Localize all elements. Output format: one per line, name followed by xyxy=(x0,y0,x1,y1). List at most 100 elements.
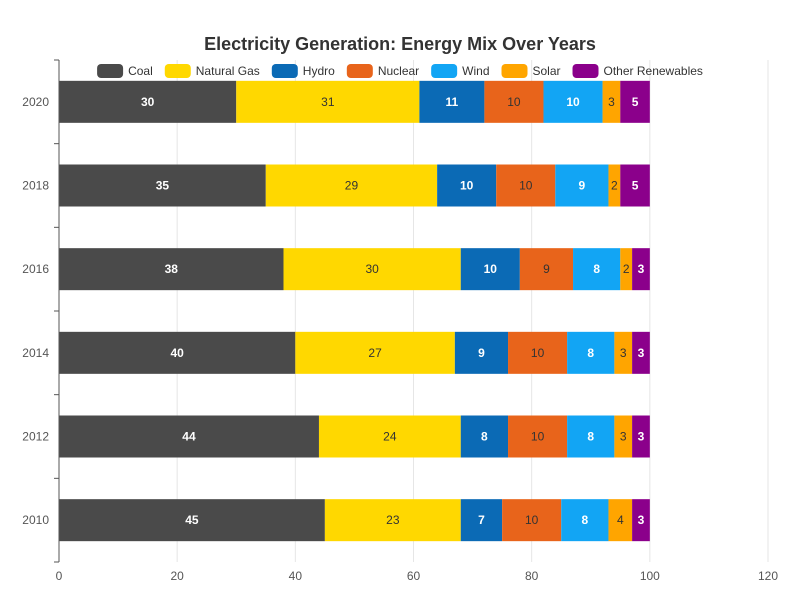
legend-label: Nuclear xyxy=(378,64,419,78)
data-label: 3 xyxy=(620,430,627,444)
bar-segment xyxy=(620,80,650,123)
data-label: 8 xyxy=(593,262,600,276)
legend-item[interactable]: Wind xyxy=(431,64,490,78)
bar-segment xyxy=(519,248,574,291)
legend-item[interactable]: Solar xyxy=(501,64,561,78)
x-tick-label: 120 xyxy=(758,569,778,583)
bar-segment xyxy=(324,499,461,542)
legend-item[interactable]: Hydro xyxy=(271,64,335,78)
data-label: 29 xyxy=(345,179,359,193)
data-label: 31 xyxy=(321,95,335,109)
bar-segment xyxy=(59,164,266,207)
data-label: 3 xyxy=(620,346,627,360)
legend-swatch xyxy=(271,64,298,78)
legend-item[interactable]: Natural Gas xyxy=(164,64,260,78)
bar-segment xyxy=(632,248,650,291)
data-label: 10 xyxy=(484,262,498,276)
bar-segment xyxy=(608,499,633,542)
legend: Coal Natural Gas Hydro Nuclear Wind Solar Othe… xyxy=(97,64,703,78)
data-label: 8 xyxy=(587,346,594,360)
data-label: 3 xyxy=(638,262,645,276)
bar-segment xyxy=(632,331,650,374)
bar-segment xyxy=(602,80,621,123)
bar-segment xyxy=(318,415,461,458)
bar-segment xyxy=(620,164,650,207)
legend-label: Coal xyxy=(128,64,153,78)
data-label: 10 xyxy=(460,179,474,193)
data-label: 9 xyxy=(579,179,586,193)
bar-segment xyxy=(283,248,461,291)
data-label: 2 xyxy=(623,262,630,276)
data-label: 30 xyxy=(365,262,379,276)
data-label: 3 xyxy=(638,346,645,360)
data-label: 35 xyxy=(156,179,170,193)
x-tick-label: 20 xyxy=(170,569,184,583)
x-tick-label: 40 xyxy=(289,569,303,583)
legend-swatch xyxy=(501,64,528,78)
data-label: 24 xyxy=(383,430,397,444)
bar-segment xyxy=(502,499,562,542)
bar-segment xyxy=(59,499,325,542)
bar-segment xyxy=(460,415,509,458)
data-label: 3 xyxy=(638,513,645,527)
legend-item[interactable]: Coal xyxy=(97,64,153,78)
data-label: 44 xyxy=(182,430,196,444)
data-label: 7 xyxy=(478,513,485,527)
bar-segment xyxy=(419,80,485,123)
bar-segment xyxy=(265,164,438,207)
legend-item[interactable]: Nuclear xyxy=(346,64,419,78)
data-label: 10 xyxy=(531,430,545,444)
legend-label: Wind xyxy=(462,64,489,78)
data-label: 3 xyxy=(638,430,645,444)
data-label: 8 xyxy=(481,430,488,444)
bar-segment xyxy=(567,331,615,374)
data-label: 10 xyxy=(507,95,521,109)
axes: 0 20 40 60 80 100 120 2010 2012 2014 2016 2018 2020 xyxy=(22,59,778,583)
bar-segment xyxy=(555,164,609,207)
bars: 45 23 7 10 8 4 344 24 8 10 8 3 340 27 9 10 8 3 338 30 10 9 8 2 3… xyxy=(59,80,650,542)
data-label: 4 xyxy=(617,513,624,527)
data-label: 27 xyxy=(368,346,382,360)
bar-segment xyxy=(460,499,503,542)
bar-segment xyxy=(508,331,568,374)
y-tick-label: 2020 xyxy=(22,95,49,109)
legend-label: Other Renewables xyxy=(604,64,703,78)
data-label: 10 xyxy=(525,513,539,527)
legend-swatch xyxy=(346,64,373,78)
data-label: 9 xyxy=(478,346,485,360)
data-label: 8 xyxy=(581,513,588,527)
legend-label: Hydro xyxy=(303,64,335,78)
data-label: 10 xyxy=(566,95,580,109)
legend-item[interactable]: Other Renewables xyxy=(572,64,703,78)
legend-swatch xyxy=(572,64,599,78)
bar-segment xyxy=(59,248,284,291)
data-label: 8 xyxy=(587,430,594,444)
data-label: 11 xyxy=(446,95,459,109)
x-tick-label: 0 xyxy=(56,569,63,583)
legend-label: Natural Gas xyxy=(196,64,260,78)
bar-segment xyxy=(614,415,633,458)
y-tick-label: 2012 xyxy=(22,430,49,444)
bar-segment xyxy=(567,415,615,458)
data-label: 2 xyxy=(611,179,618,193)
bar-segment xyxy=(454,331,509,374)
bar-segment xyxy=(561,499,609,542)
y-tick-label: 2014 xyxy=(22,346,49,360)
bar-segment xyxy=(614,331,633,374)
x-tick-label: 80 xyxy=(525,569,539,583)
legend-swatch xyxy=(97,64,124,78)
bar-segment xyxy=(437,164,497,207)
data-label: 9 xyxy=(543,262,550,276)
data-label: 5 xyxy=(632,95,639,109)
bar-segment xyxy=(620,248,633,291)
y-tick-label: 2016 xyxy=(22,262,49,276)
bar-segment xyxy=(508,415,568,458)
y-tick-label: 2010 xyxy=(22,513,49,527)
legend-swatch xyxy=(431,64,458,78)
data-label: 5 xyxy=(632,179,639,193)
data-label: 10 xyxy=(519,179,533,193)
bar-segment xyxy=(496,164,556,207)
bar-segment xyxy=(59,415,319,458)
x-tick-label: 100 xyxy=(640,569,660,583)
